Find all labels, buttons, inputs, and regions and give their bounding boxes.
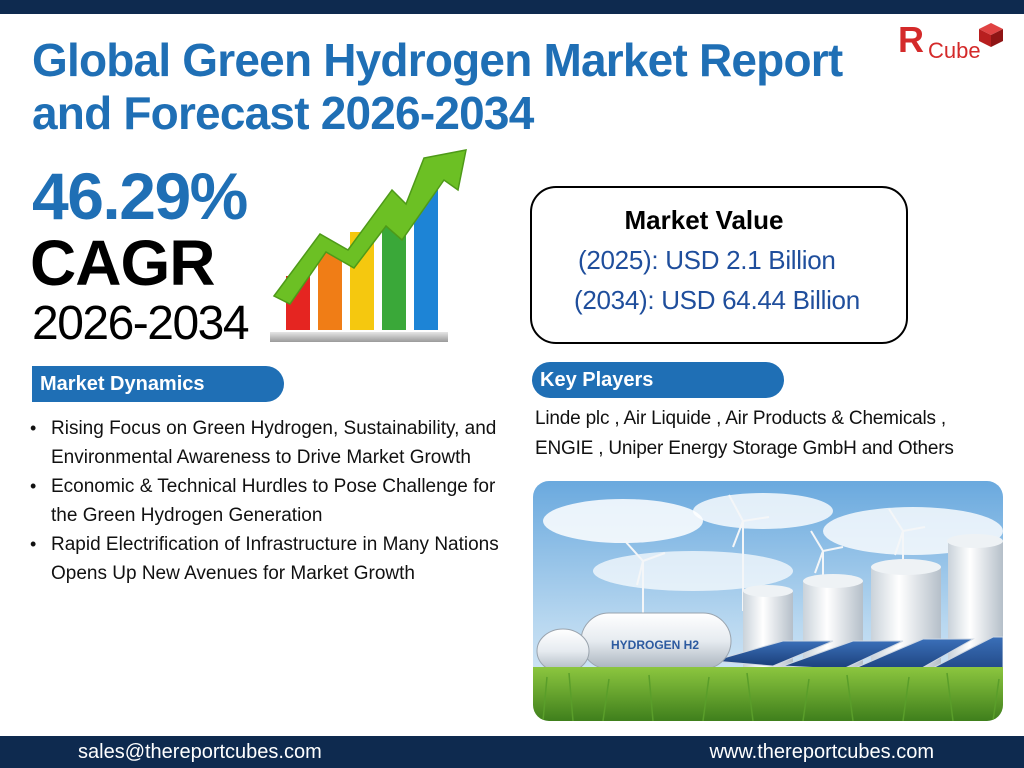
top-bar — [0, 0, 1024, 14]
cagr-label: CAGR — [30, 227, 215, 299]
market-value-2025: (2025): USD 2.1 Billion — [578, 245, 836, 275]
market-dynamics-heading: Market Dynamics — [32, 366, 284, 402]
market-dynamics-list: Rising Focus on Green Hydrogen, Sustaina… — [30, 414, 500, 588]
report-title-line2: and Forecast 2026-2034 — [32, 87, 534, 139]
market-value-box: Market Value (2025): USD 2.1 Billion (20… — [530, 186, 908, 344]
key-players-text: Linde plc , Air Liquide , Air Products &… — [535, 408, 954, 459]
footer-email[interactable]: sales@thereportcubes.com — [78, 741, 322, 763]
market-value-2034: (2034): USD 64.44 Billion — [574, 285, 860, 315]
list-item: Economic & Technical Hurdles to Pose Cha… — [30, 472, 500, 530]
footer-bar: sales@thereportcubes.com www.thereportcu… — [0, 736, 1024, 768]
cagr-years: 2026-2034 — [32, 297, 250, 350]
cube-icon — [979, 23, 1003, 47]
hydrogen-plant-photo: HYDROGEN H2 — [533, 481, 1003, 721]
market-value-title: Market Value — [624, 205, 784, 235]
footer-website[interactable]: www.thereportcubes.com — [709, 741, 934, 763]
chart-base — [270, 332, 448, 342]
key-players-heading: Key Players — [532, 362, 784, 398]
tank-label: HYDROGEN H2 — [611, 638, 699, 652]
company-logo: Я Cube — [898, 19, 1008, 68]
report-title: Global Green Hydrogen Market Report and … — [32, 34, 892, 140]
cagr-percent: 46.29% — [32, 159, 248, 233]
growth-bar — [318, 250, 342, 330]
logo-mark: Я — [898, 19, 924, 60]
growth-chart-icon — [270, 149, 467, 342]
growth-arrow — [272, 149, 467, 305]
report-title-line1: Global Green Hydrogen Market Report — [32, 34, 843, 86]
logo-text: Cube — [928, 38, 981, 63]
list-item: Rapid Electrification of Infrastructure … — [30, 530, 500, 588]
list-item: Rising Focus on Green Hydrogen, Sustaina… — [30, 414, 500, 472]
